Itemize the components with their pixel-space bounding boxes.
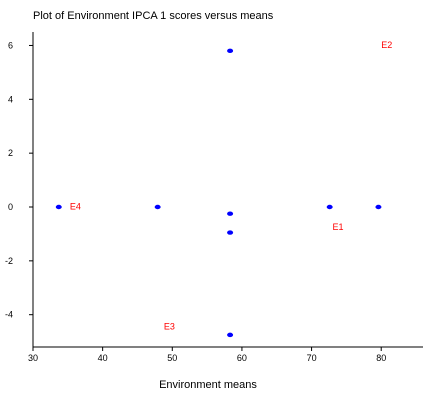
y-tick-label: -4 (5, 310, 13, 320)
data-point (154, 204, 161, 210)
data-points (55, 48, 382, 338)
x-tick-label: 70 (307, 353, 317, 363)
x-tick-label: 60 (237, 353, 247, 363)
x-tick-label: 30 (28, 353, 38, 363)
x-axis-ticks: 30 40 50 60 70 80 (28, 347, 386, 363)
point-annotations: E2 E4 E1 E3 (70, 40, 392, 331)
data-point (227, 211, 234, 216)
plot-frame (32, 32, 423, 348)
data-point (375, 204, 382, 210)
data-point (326, 204, 333, 210)
data-point (227, 332, 234, 338)
y-tick-label: 2 (8, 148, 13, 158)
y-tick-label: 6 (8, 40, 13, 50)
point-label-e3: E3 (164, 322, 175, 332)
y-tick-label: 4 (8, 94, 13, 104)
point-label-e2: E2 (381, 40, 392, 50)
point-label-e4: E4 (70, 202, 81, 212)
chart-title: Plot of Environment IPCA 1 scores versus… (33, 10, 274, 22)
y-axis-ticks: -4 -2 0 2 4 6 (5, 40, 33, 320)
point-label-e1: E1 (332, 222, 343, 232)
data-point (55, 204, 62, 210)
x-tick-label: 80 (376, 353, 386, 363)
x-axis-label: Environment means (159, 379, 257, 391)
y-tick-label: 0 (8, 202, 13, 212)
x-tick-label: 50 (167, 353, 177, 363)
y-tick-label: -2 (5, 256, 13, 266)
data-point (227, 48, 234, 54)
x-tick-label: 40 (98, 353, 108, 363)
data-point (227, 230, 234, 235)
